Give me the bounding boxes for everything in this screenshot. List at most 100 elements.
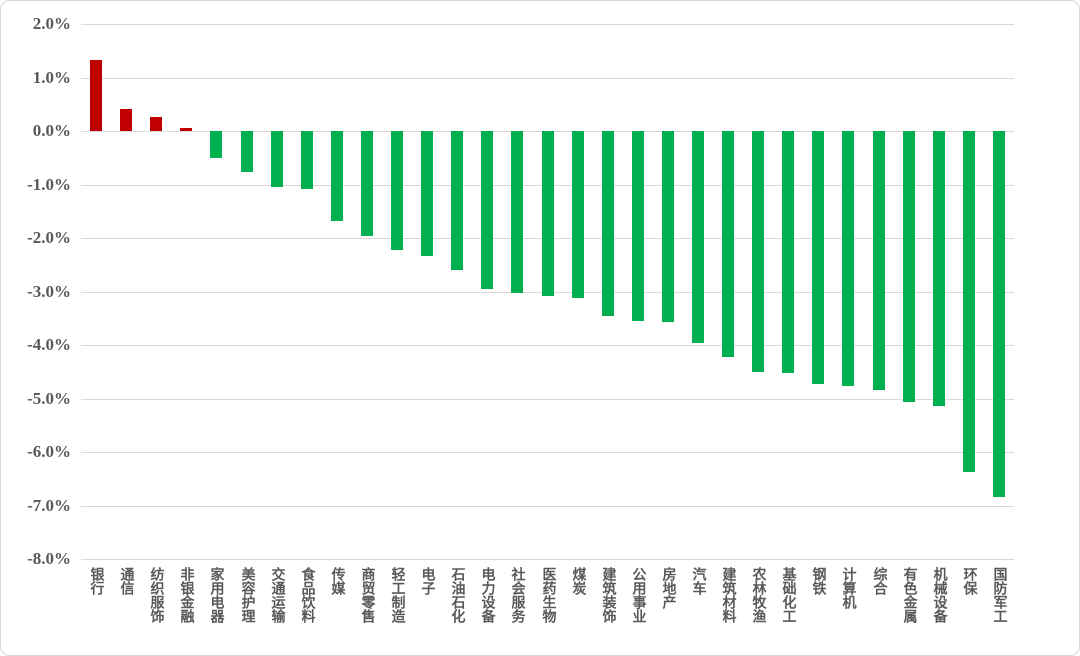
category-label-box: 家用电器	[201, 567, 231, 655]
category-label-box: 综合	[864, 567, 894, 655]
category-label-box: 农林牧渔	[743, 567, 773, 655]
category-label: 综合	[871, 567, 887, 595]
y-tick-label: -4.0%	[27, 335, 71, 354]
gridline	[81, 559, 1014, 560]
category-label-box: 钢铁	[803, 567, 833, 655]
category-label-box: 公用事业	[623, 567, 653, 655]
category-label-box: 建筑材料	[713, 567, 743, 655]
category-label-box: 交通运输	[262, 567, 292, 655]
category-label-box: 电力设备	[472, 567, 502, 655]
category-label: 电子	[419, 567, 435, 595]
category-label: 医药生物	[540, 567, 556, 623]
category-label: 非银金融	[178, 567, 194, 623]
category-label: 汽车	[690, 567, 706, 595]
bar-5	[210, 131, 222, 158]
category-label: 国防军工	[991, 567, 1007, 623]
category-label: 环保	[961, 567, 977, 595]
bar-10	[361, 131, 373, 236]
category-label-box: 纺织服饰	[141, 567, 171, 655]
category-label: 家用电器	[208, 567, 224, 623]
bar-13	[451, 131, 463, 270]
category-label-box: 社会服务	[502, 567, 532, 655]
bar-7	[271, 131, 283, 187]
y-tick-label: -8.0%	[27, 549, 71, 568]
category-label: 石油石化	[449, 567, 465, 623]
bar-11	[391, 131, 403, 250]
category-label: 公用事业	[630, 567, 646, 623]
category-label-box: 建筑装饰	[593, 567, 623, 655]
category-label: 美容护理	[239, 567, 255, 623]
category-label-box: 环保	[954, 567, 984, 655]
bar-27	[873, 131, 885, 390]
category-label: 银行	[88, 567, 104, 595]
bar-2	[120, 109, 132, 131]
category-label: 计算机	[840, 567, 856, 609]
category-label-box: 传媒	[322, 567, 352, 655]
category-label: 基础化工	[780, 567, 796, 623]
bar-12	[421, 131, 433, 256]
y-tick-label: -3.0%	[27, 282, 71, 301]
bar-15	[511, 131, 523, 293]
gridline	[81, 24, 1014, 25]
gridline	[81, 399, 1014, 400]
bar-1	[90, 60, 102, 131]
bar-21	[692, 131, 704, 343]
bar-30	[963, 131, 975, 472]
category-label-box: 计算机	[833, 567, 863, 655]
y-tick-label: -2.0%	[27, 228, 71, 247]
category-label: 纺织服饰	[148, 567, 164, 623]
bar-19	[632, 131, 644, 321]
category-label: 钢铁	[810, 567, 826, 595]
bar-9	[331, 131, 343, 221]
y-tick-label: -7.0%	[27, 496, 71, 515]
category-label: 社会服务	[509, 567, 525, 623]
y-tick-label: 2.0%	[32, 14, 71, 33]
bar-6	[241, 131, 253, 172]
category-label: 电力设备	[479, 567, 495, 623]
category-label: 煤炭	[570, 567, 586, 595]
category-label-box: 基础化工	[773, 567, 803, 655]
bar-20	[662, 131, 674, 322]
y-tick-label: -1.0%	[27, 175, 71, 194]
bar-28	[903, 131, 915, 402]
y-tick-label: -6.0%	[27, 442, 71, 461]
category-label-box: 煤炭	[563, 567, 593, 655]
y-tick-label: -5.0%	[27, 389, 71, 408]
category-label: 交通运输	[269, 567, 285, 623]
category-label: 通信	[118, 567, 134, 595]
bar-24	[782, 131, 794, 373]
bar-17	[572, 131, 584, 298]
category-label: 建筑装饰	[600, 567, 616, 623]
bar-18	[602, 131, 614, 316]
category-label-box: 房地产	[653, 567, 683, 655]
category-label-box: 轻工制造	[382, 567, 412, 655]
category-label-box: 食品饮料	[292, 567, 322, 655]
category-label: 商贸零售	[359, 567, 375, 623]
bar-31	[993, 131, 1005, 497]
bar-4	[180, 128, 192, 131]
y-tick-label: 1.0%	[32, 68, 71, 87]
category-label: 有色金属	[901, 567, 917, 623]
category-label-box: 电子	[412, 567, 442, 655]
category-label-box: 机械设备	[924, 567, 954, 655]
bar-3	[150, 117, 162, 131]
category-label-box: 银行	[81, 567, 111, 655]
y-tick-label: 0.0%	[32, 121, 71, 140]
category-label-box: 通信	[111, 567, 141, 655]
category-label-box: 非银金融	[171, 567, 201, 655]
gridline	[81, 452, 1014, 453]
category-label-box: 国防军工	[984, 567, 1014, 655]
category-label-box: 有色金属	[894, 567, 924, 655]
category-label-box: 商贸零售	[352, 567, 382, 655]
gridline	[81, 78, 1014, 79]
bar-29	[933, 131, 945, 406]
bar-16	[542, 131, 554, 296]
category-label: 食品饮料	[299, 567, 315, 623]
category-label: 传媒	[329, 567, 345, 595]
category-label: 房地产	[660, 567, 676, 609]
gridline	[81, 506, 1014, 507]
category-label-box: 汽车	[683, 567, 713, 655]
bar-22	[722, 131, 734, 357]
category-label: 机械设备	[931, 567, 947, 623]
